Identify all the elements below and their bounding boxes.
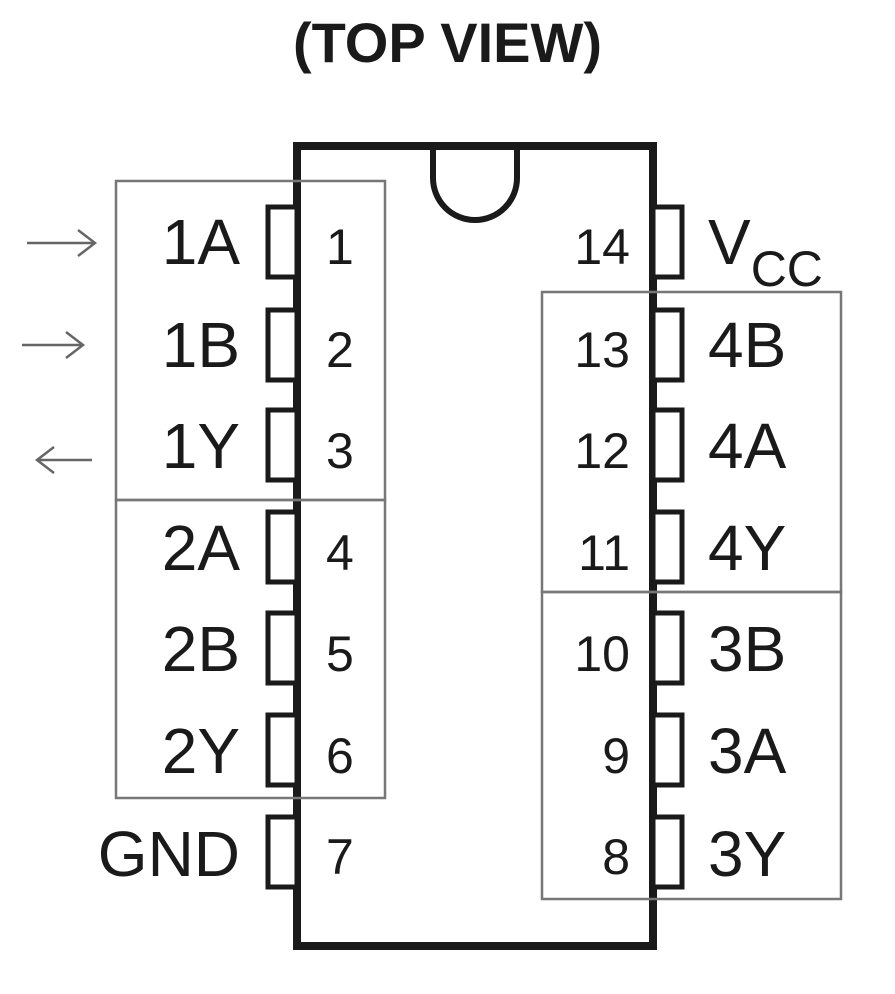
input-arrow-icon <box>27 229 98 257</box>
pin-label-gnd: GND <box>97 818 240 890</box>
pin-number-14: 14 <box>574 219 630 275</box>
pin-label-2y: 2Y <box>161 715 240 787</box>
pin-label-4y: 4Y <box>708 512 787 584</box>
pin-number-11: 11 <box>578 525 630 581</box>
pin-label-4a: 4A <box>708 410 787 482</box>
pin-stub-7 <box>265 814 300 890</box>
diagram-title: (TOP VIEW) <box>292 11 603 74</box>
pin-number-13: 13 <box>574 322 630 378</box>
pin-label-3y: 3Y <box>708 818 787 890</box>
pin-number-12: 12 <box>574 423 630 479</box>
pin-stub-12 <box>650 407 685 483</box>
pin-stub-4 <box>265 509 300 585</box>
pin-number-9: 9 <box>602 728 630 784</box>
pin-label-4b: 4B <box>708 309 787 381</box>
pin-label-vcc: VCC <box>708 210 823 297</box>
input-arrow-icon <box>22 331 86 359</box>
pin-number-8: 8 <box>602 829 630 885</box>
package-notch <box>430 150 520 223</box>
pin-number-7: 7 <box>326 829 354 885</box>
pin-stub-9 <box>650 712 685 788</box>
pin-label-1b: 1B <box>161 309 240 381</box>
pin-stub-10 <box>650 610 685 686</box>
pin-number-10: 10 <box>574 626 630 682</box>
pin-number-4: 4 <box>326 525 354 581</box>
pin-stub-5 <box>265 610 300 686</box>
pin-number-6: 6 <box>326 728 354 784</box>
pin-label-3a: 3A <box>708 715 787 787</box>
pin-number-2: 2 <box>326 322 354 378</box>
gate-group-3-box <box>540 590 843 901</box>
pin-label-2a: 2A <box>161 512 240 584</box>
pin-stub-11 <box>650 509 685 585</box>
pin-number-1: 1 <box>326 219 354 275</box>
pin-label-vcc-main: V <box>708 206 751 278</box>
pin-label-1y: 1Y <box>161 410 240 482</box>
pin-stub-8 <box>650 814 685 890</box>
pin-stub-1 <box>265 204 300 280</box>
pin-stub-2 <box>265 307 300 383</box>
pin-label-vcc-sub: CC <box>750 241 823 297</box>
pin-label-1a: 1A <box>161 206 240 278</box>
pin-label-3b: 3B <box>708 613 787 685</box>
pin-number-3: 3 <box>326 423 354 479</box>
pin-label-2b: 2B <box>161 613 240 685</box>
pin-stub-14 <box>650 204 685 280</box>
pin-stub-13 <box>650 307 685 383</box>
pin-stub-6 <box>265 712 300 788</box>
pin-number-5: 5 <box>326 626 354 682</box>
gate-group-2-box <box>114 498 387 800</box>
pin-stub-3 <box>265 407 300 483</box>
output-arrow-icon <box>34 446 92 474</box>
